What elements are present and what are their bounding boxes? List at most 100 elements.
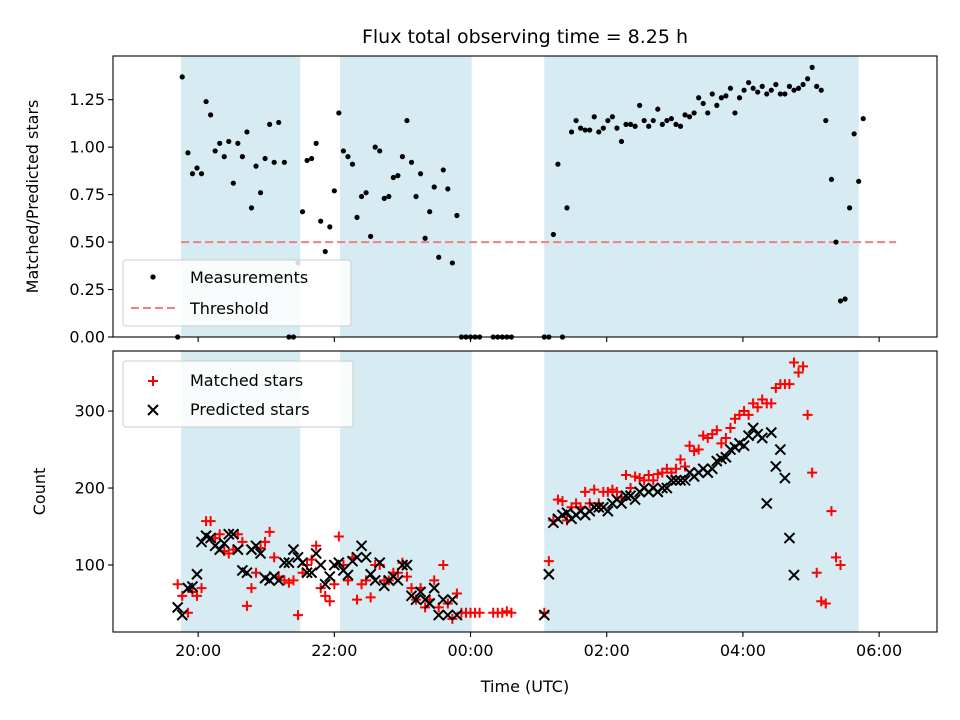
data-point	[333, 531, 344, 542]
data-point	[381, 195, 387, 201]
data-point	[410, 593, 422, 606]
data-point	[273, 574, 285, 587]
data-point	[191, 568, 203, 580]
data-point	[743, 409, 754, 420]
data-point	[582, 127, 588, 133]
data-point	[673, 121, 679, 127]
axes-frame	[112, 55, 938, 338]
data-point	[591, 114, 597, 120]
data-point	[655, 106, 661, 112]
data-point	[786, 83, 793, 89]
data-point	[427, 209, 433, 215]
data-point	[770, 460, 782, 473]
y-tick-label: 0.75	[69, 185, 105, 204]
data-point	[727, 85, 734, 91]
data-point	[764, 91, 770, 97]
legend-marker-matched	[148, 376, 158, 386]
data-point	[355, 540, 368, 552]
data-point	[833, 239, 839, 245]
data-point	[313, 140, 319, 146]
data-point	[474, 607, 485, 618]
data-point	[271, 159, 277, 165]
x-tick-label: 20:00	[175, 641, 221, 660]
top-panel: 0.00 0.25 0.50 0.75 1.00 1.25 Matched/Predicte…	[23, 55, 938, 347]
data-point	[677, 123, 684, 129]
data-point	[198, 171, 205, 177]
legend-label: Matched stars	[190, 371, 303, 390]
legend: Matched stars Predicted stars	[122, 360, 354, 428]
y-axis-label: Matched/Predicted stars	[23, 100, 42, 294]
data-point	[847, 205, 853, 211]
data-point	[423, 597, 436, 610]
data-point	[765, 426, 777, 439]
data-point	[698, 430, 709, 441]
data-point	[269, 552, 280, 563]
y-tick-label: 0.25	[69, 280, 105, 299]
data-point	[431, 184, 437, 190]
data-point	[194, 165, 200, 171]
chart-title: Flux total observing time = 8.25 h	[362, 26, 688, 48]
data-point	[296, 557, 309, 569]
data-point	[309, 155, 315, 162]
data-point	[791, 87, 797, 93]
data-point	[171, 601, 184, 614]
data-point	[738, 439, 750, 452]
data-point	[454, 212, 460, 219]
data-point	[377, 148, 383, 154]
data-point	[276, 119, 282, 126]
data-point	[700, 100, 706, 107]
data-point	[777, 91, 783, 97]
data-point	[609, 114, 615, 120]
data-point	[752, 402, 763, 413]
data-point	[725, 422, 736, 433]
y-axis-label: Count	[30, 468, 49, 516]
data-point	[250, 540, 262, 552]
data-point	[438, 560, 449, 571]
data-point	[212, 148, 218, 154]
data-point	[634, 473, 645, 484]
data-point	[589, 484, 600, 495]
data-point	[691, 110, 697, 116]
data-point	[611, 486, 622, 497]
data-point	[659, 121, 665, 127]
data-point	[693, 444, 704, 455]
data-point	[800, 81, 806, 88]
data-point	[406, 583, 417, 594]
data-point	[632, 123, 638, 129]
data-point	[392, 574, 404, 587]
data-point	[287, 543, 300, 556]
data-point	[679, 474, 691, 487]
data-point	[333, 557, 345, 569]
data-point	[352, 594, 363, 605]
data-point	[696, 95, 702, 101]
data-point	[318, 218, 324, 224]
data-point	[314, 559, 327, 571]
data-point	[741, 87, 747, 93]
data-point	[602, 486, 613, 497]
data-point	[768, 87, 774, 93]
data-point	[802, 409, 813, 420]
data-point	[814, 83, 820, 89]
legend-box	[122, 259, 352, 327]
x-axis-label: Time (UTC)	[480, 677, 569, 696]
data-point	[805, 76, 811, 82]
legend-label: Threshold	[189, 299, 269, 318]
data-point	[641, 117, 647, 124]
series-predicted-stars	[171, 422, 800, 621]
data-point	[301, 567, 313, 579]
data-point	[732, 110, 738, 116]
data-point	[331, 188, 337, 194]
legend-label: Measurements	[190, 268, 308, 287]
data-point	[506, 607, 517, 618]
data-point	[374, 557, 386, 569]
data-point	[837, 298, 844, 304]
legend-marker-predicted	[147, 404, 159, 416]
data-point	[779, 472, 791, 484]
data-point	[196, 583, 207, 594]
data-point	[782, 91, 788, 97]
data-point	[248, 205, 255, 211]
data-point	[311, 540, 322, 551]
data-point	[372, 144, 378, 150]
data-point	[593, 501, 605, 513]
